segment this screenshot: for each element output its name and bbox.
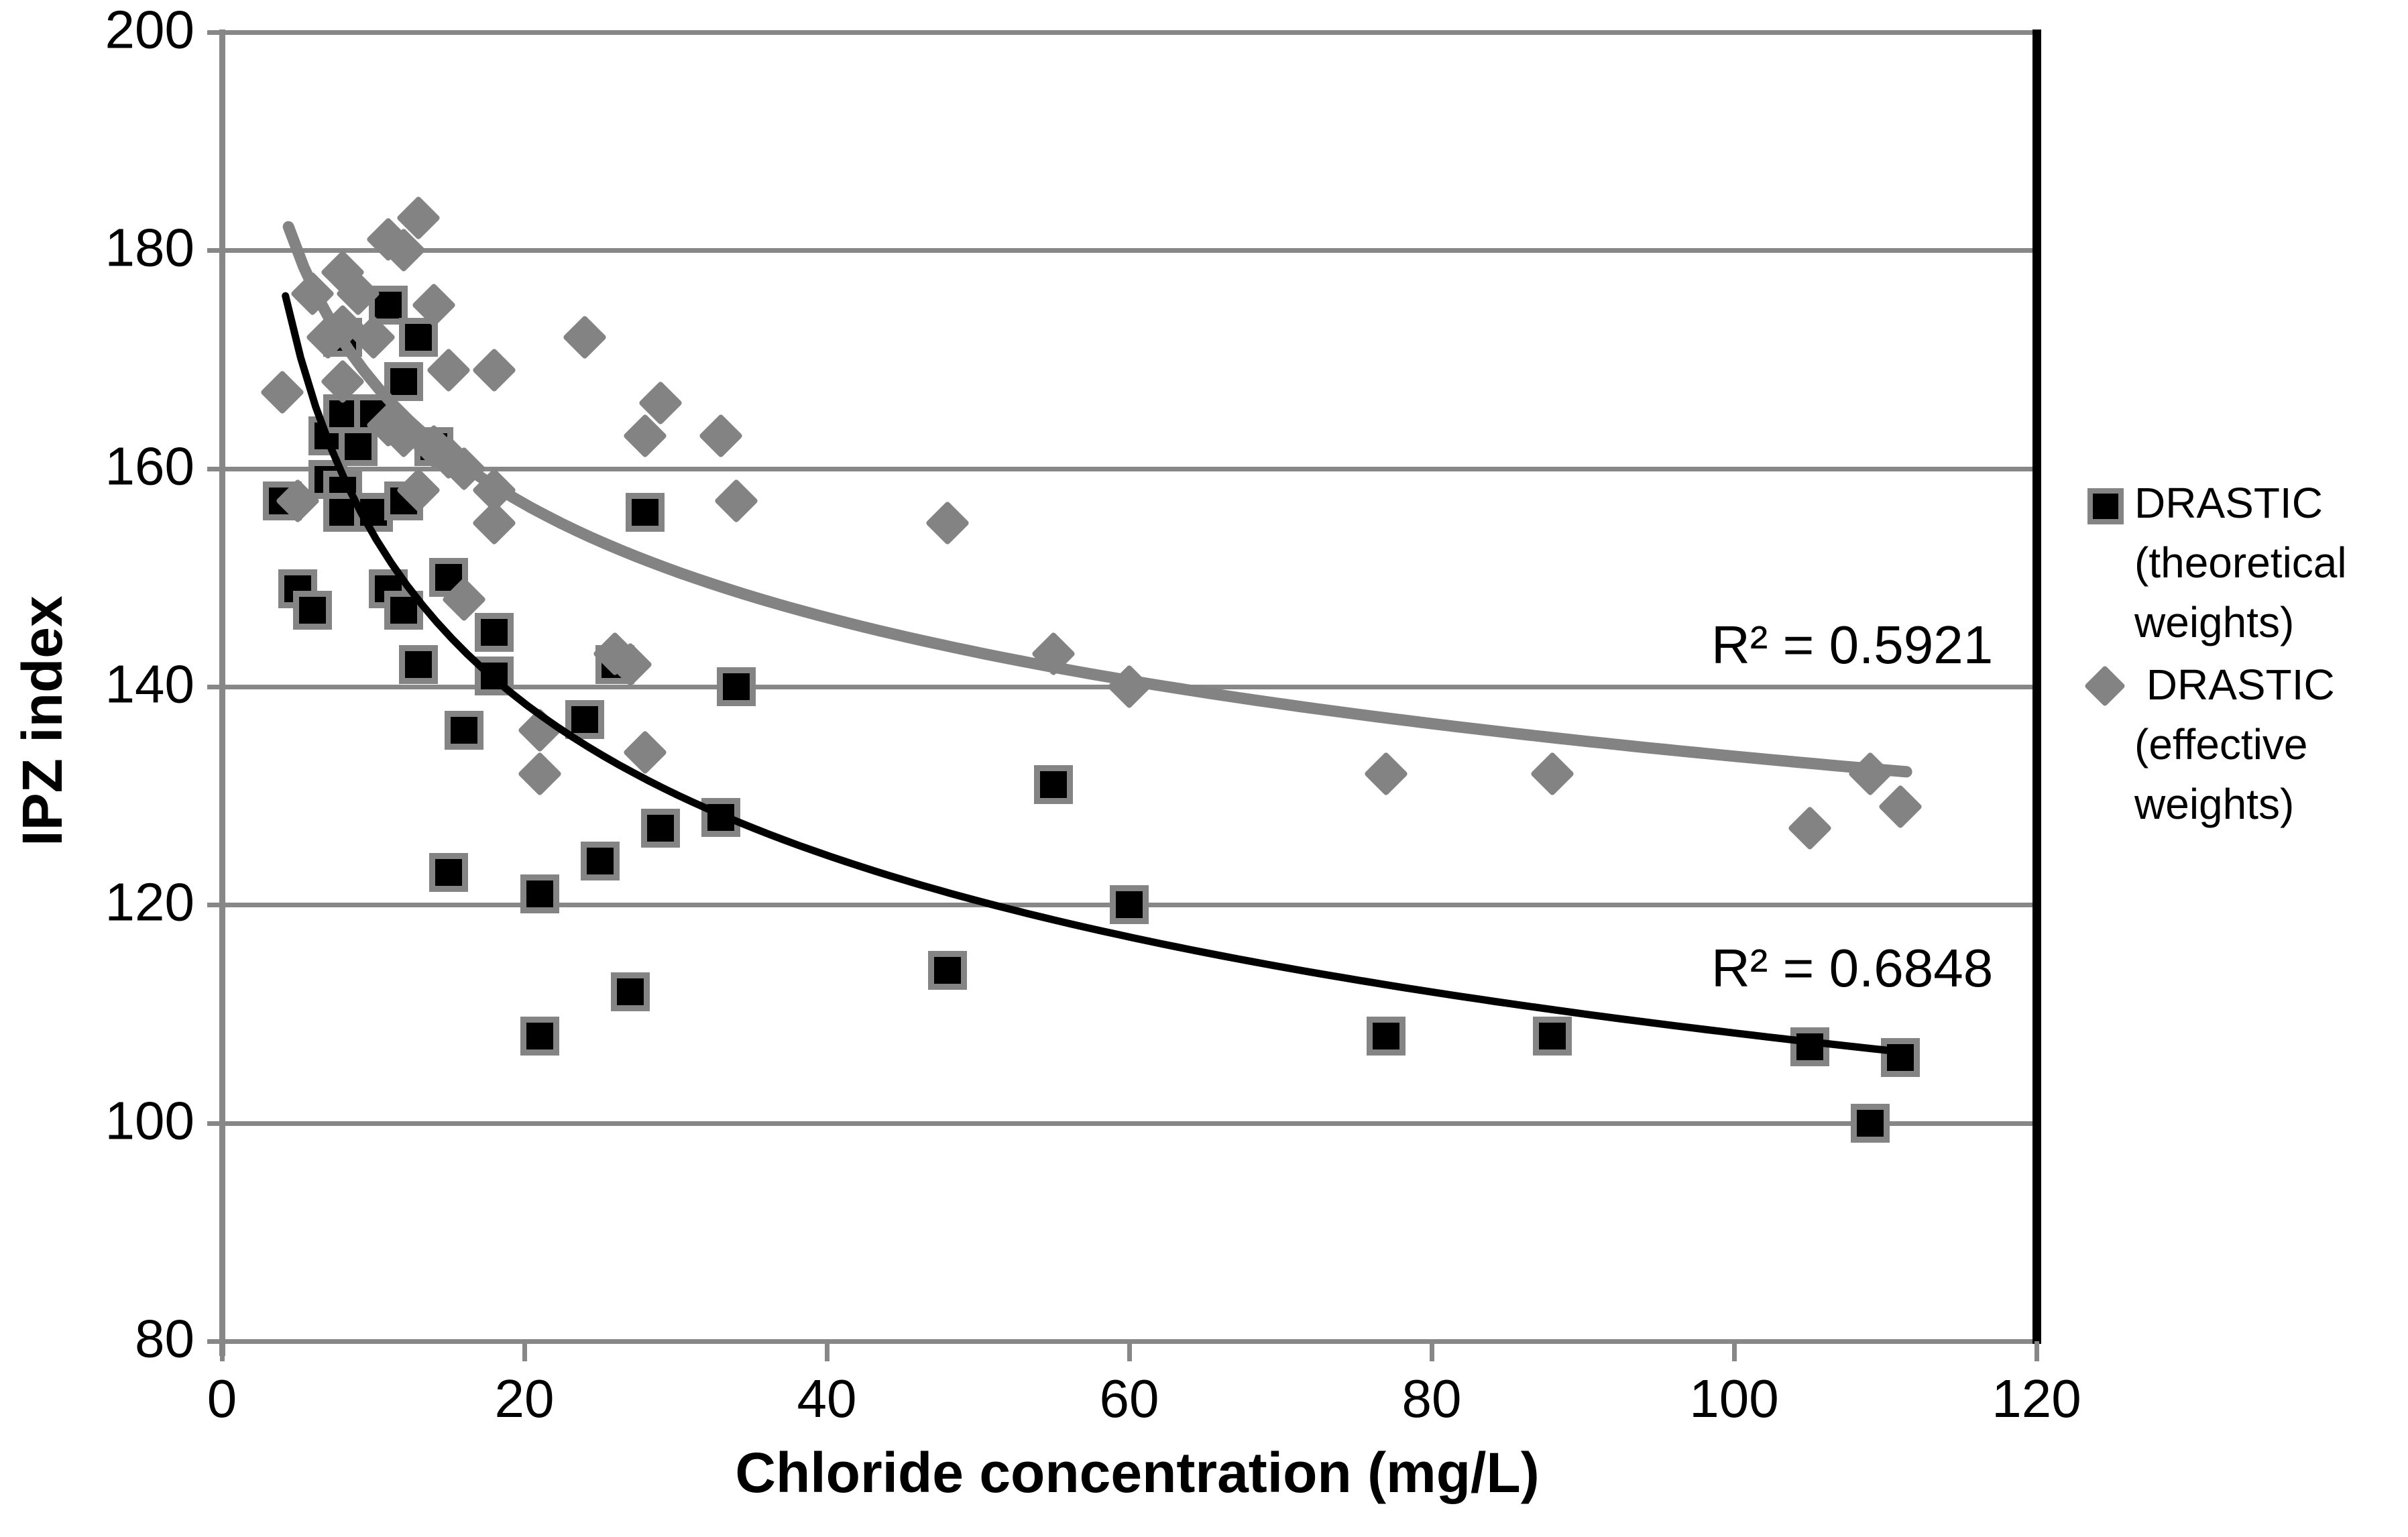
- y-tick-label-120: 120: [105, 872, 194, 932]
- data-point-square: [1881, 1038, 1920, 1078]
- gray-diamond-icon: [2082, 655, 2134, 716]
- x-tick-label-100: 100: [1689, 1369, 1779, 1428]
- data-point-square: [444, 711, 483, 750]
- data-point-square: [580, 842, 620, 881]
- legend-label: DRASTIC (effective weights): [2134, 661, 2335, 828]
- data-point-square: [520, 874, 559, 914]
- data-point-square: [626, 492, 665, 532]
- y-tick-100: [207, 1121, 222, 1126]
- x-tick-0: [220, 1341, 225, 1361]
- black-square-icon: [2087, 488, 2124, 524]
- data-point-square: [399, 645, 439, 685]
- data-point-square: [1533, 1016, 1572, 1056]
- data-point-square: [293, 591, 333, 630]
- trendline-effective: [282, 221, 1912, 778]
- y-tick-label-180: 180: [105, 217, 194, 278]
- y-tick-80: [207, 1339, 222, 1344]
- gray-diamond-icon: [2083, 665, 2126, 707]
- x-tick-label-0: 0: [207, 1369, 237, 1428]
- x-tick-label-40: 40: [797, 1369, 857, 1428]
- legend-entry-effective: DRASTIC (effective weights): [2082, 655, 2408, 834]
- x-tick-120: [2034, 1341, 2039, 1361]
- x-tick-100: [1732, 1341, 1737, 1361]
- data-point-square: [716, 667, 756, 706]
- y-tick-label-140: 140: [105, 654, 194, 714]
- x-tick-20: [522, 1341, 527, 1361]
- x-tick-label-120: 120: [1992, 1369, 2081, 1428]
- x-tick-60: [1127, 1341, 1132, 1361]
- y-tick-label-80: 80: [135, 1308, 194, 1369]
- gridline-y-160: [222, 466, 2037, 471]
- y-tick-label-100: 100: [105, 1090, 194, 1150]
- data-point-square: [610, 972, 650, 1012]
- legend: DRASTIC (theoretical weights) DRASTIC (e…: [2082, 473, 2408, 837]
- x-tick-label-20: 20: [494, 1369, 555, 1428]
- plot-right-border: [2032, 30, 2041, 1344]
- gridline-y-200: [222, 30, 2037, 35]
- x-tick-40: [825, 1341, 829, 1361]
- y-tick-label-160: 160: [105, 435, 194, 496]
- x-axis-title: Chloride concentration (mg/L): [735, 1441, 1540, 1504]
- data-point-square: [1034, 765, 1074, 805]
- black-square-icon: [2082, 473, 2134, 534]
- data-point-square: [1367, 1016, 1406, 1056]
- y-tick-180: [207, 248, 222, 253]
- legend-label: DRASTIC (theoretical weights): [2134, 479, 2347, 646]
- x-tick-label-60: 60: [1099, 1369, 1159, 1428]
- y-tick-label-200: 200: [105, 0, 194, 60]
- gridline-y-180: [222, 248, 2037, 253]
- r-squared-label-effective: R² = 0.5921: [1711, 615, 1994, 675]
- legend-entry-theoretical: DRASTIC (theoretical weights): [2082, 473, 2408, 652]
- y-axis-line: [219, 30, 225, 1356]
- x-tick-label-80: 80: [1401, 1369, 1462, 1428]
- gridline-y-100: [222, 1121, 2037, 1126]
- y-tick-140: [207, 685, 222, 689]
- data-point-square: [429, 852, 469, 892]
- y-tick-200: [207, 30, 222, 35]
- y-tick-120: [207, 903, 222, 908]
- y-tick-160: [207, 466, 222, 471]
- trendline-theoretical: [282, 292, 1908, 1056]
- data-point-square: [520, 1016, 559, 1056]
- data-point-square: [1850, 1103, 1890, 1143]
- data-point-square: [640, 809, 680, 848]
- data-point-square: [474, 612, 514, 652]
- data-point-square: [1110, 885, 1149, 925]
- r-squared-label-theoretical: R² = 0.6848: [1711, 938, 1994, 998]
- data-point-square: [928, 950, 968, 990]
- x-tick-80: [1430, 1341, 1434, 1361]
